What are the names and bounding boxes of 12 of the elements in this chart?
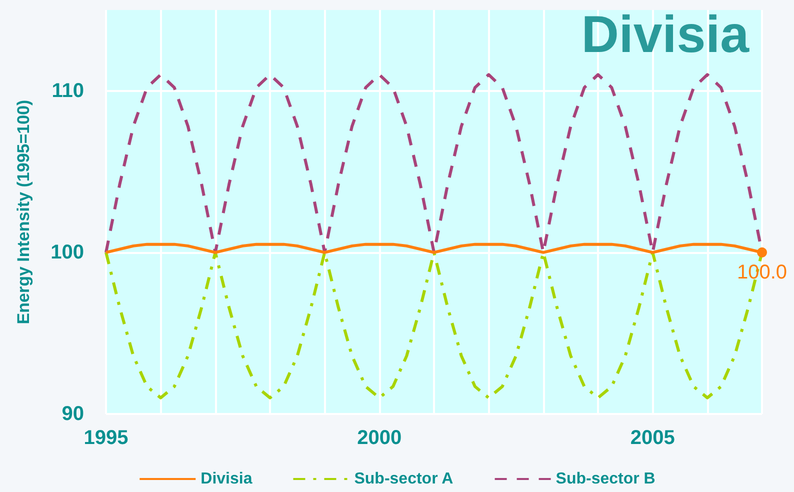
y-tick-label: 110 xyxy=(52,80,84,102)
x-tick-label: 2005 xyxy=(630,427,675,449)
x-tick-label: 2000 xyxy=(357,427,402,449)
y-axis-title: Energy Intensity (1995=100) xyxy=(14,100,33,324)
y-tick-label: 100 xyxy=(50,241,84,264)
legend-label: Divisia xyxy=(200,470,252,488)
y-tick-label: 90 xyxy=(62,403,84,425)
chart-title: Divisia xyxy=(581,6,750,64)
data-label: 100.0 xyxy=(736,261,788,284)
legend-label: Sub-sector A xyxy=(354,470,454,488)
x-tick-label: 1995 xyxy=(84,427,128,449)
legend-label: Sub-sector B xyxy=(556,470,656,488)
